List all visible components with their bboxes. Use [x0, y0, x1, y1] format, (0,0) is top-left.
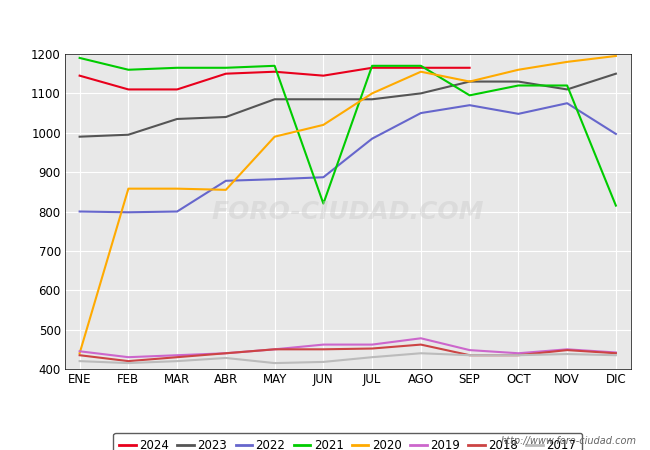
Text: FORO-CIUDAD.COM: FORO-CIUDAD.COM [211, 199, 484, 224]
Text: Afiliados en Lumbier a 30/9/2024: Afiliados en Lumbier a 30/9/2024 [176, 19, 474, 37]
Text: http://www.foro-ciudad.com: http://www.foro-ciudad.com [501, 436, 637, 446]
Legend: 2024, 2023, 2022, 2021, 2020, 2019, 2018, 2017: 2024, 2023, 2022, 2021, 2020, 2019, 2018… [113, 433, 582, 450]
